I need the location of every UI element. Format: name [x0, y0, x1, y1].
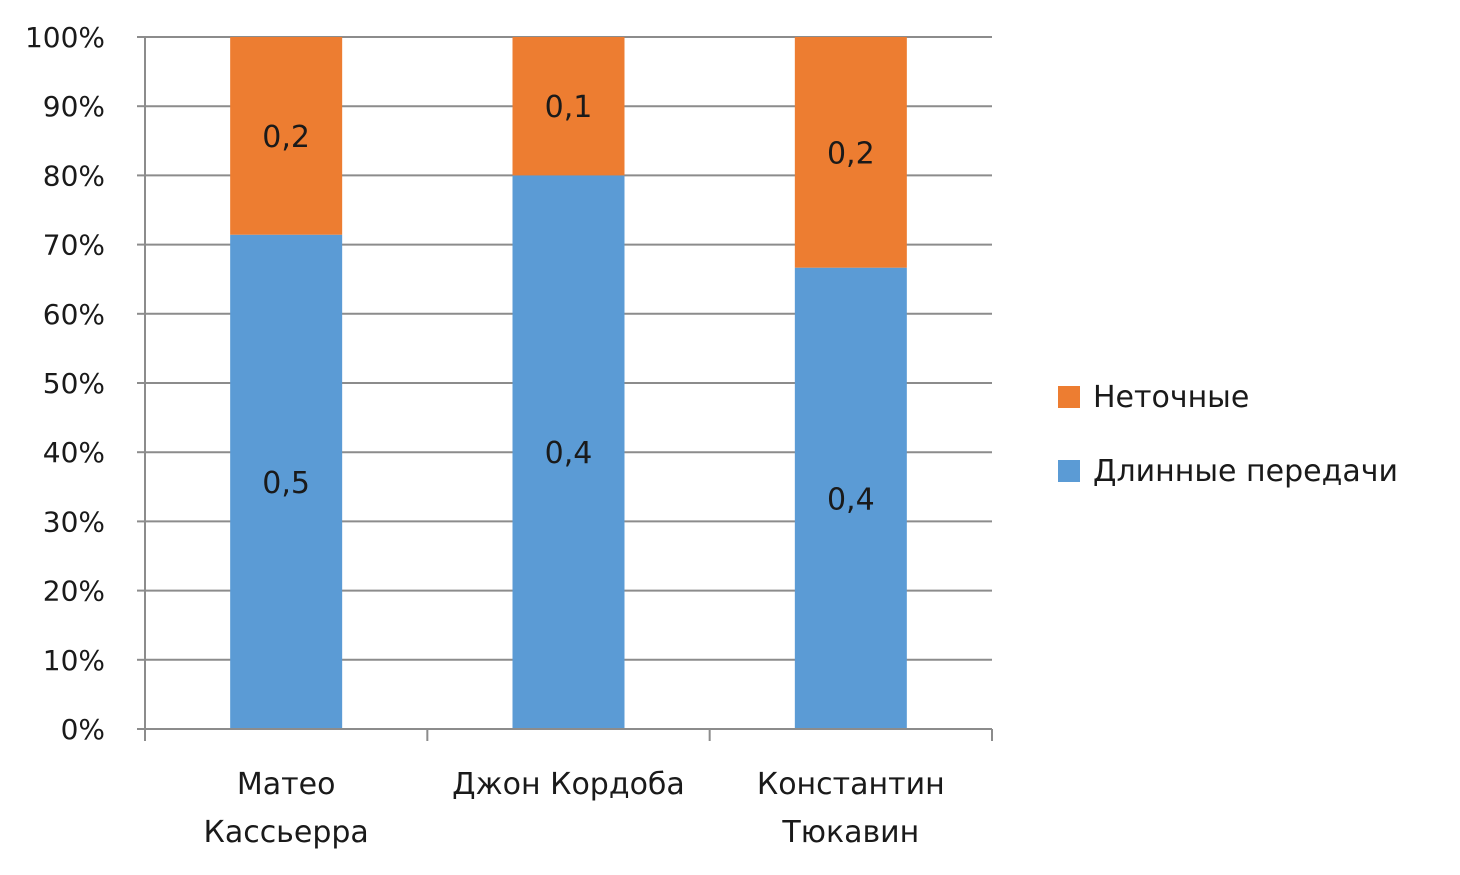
data-label: 0,1: [545, 90, 593, 125]
x-category-label: Матео: [237, 767, 336, 802]
bar-segment: [794, 37, 907, 268]
y-tick-label: 0%: [61, 713, 105, 746]
y-tick-label: 60%: [43, 298, 105, 331]
x-category-label: Тюкавин: [781, 815, 919, 850]
data-label: 0,2: [827, 136, 875, 171]
bars: [230, 37, 907, 729]
bar-segment: [794, 267, 907, 729]
y-tick-label: 40%: [43, 436, 105, 469]
y-tick-label: 90%: [43, 90, 105, 123]
legend: Неточные Длинные передачи: [1058, 380, 1398, 489]
axes: 0% 10% 20% 30% 40% 50% 60% 70% 80% 90% 100% Матео Ка…: [25, 21, 993, 850]
y-tick-label: 30%: [43, 505, 105, 538]
legend-swatch: [1058, 386, 1080, 408]
x-category-label: Джон Кордоба: [452, 767, 685, 802]
data-labels: 0,5 0,2 0,4 0,1 0,4 0,2: [262, 90, 874, 517]
y-tick-label: 70%: [43, 229, 105, 262]
bar-segment: [512, 175, 625, 729]
y-tick-label: 10%: [43, 644, 105, 677]
legend-label: Длинные передачи: [1093, 454, 1398, 489]
legend-label: Неточные: [1093, 380, 1249, 415]
y-tick-label: 50%: [43, 367, 105, 400]
data-label: 0,5: [262, 466, 310, 501]
bar-segment: [230, 37, 343, 235]
y-tick-label: 80%: [43, 159, 105, 192]
bar-segment: [230, 234, 343, 729]
bar-segment: [512, 37, 625, 176]
y-tick-label: 100%: [25, 21, 105, 54]
x-category-label: Константин: [757, 767, 945, 802]
data-label: 0,4: [827, 482, 875, 517]
data-label: 0,2: [262, 120, 310, 155]
data-label: 0,4: [545, 436, 593, 471]
y-tick-label: 20%: [43, 575, 105, 608]
x-category-label: Кассьерра: [204, 815, 369, 850]
legend-swatch: [1058, 460, 1080, 482]
